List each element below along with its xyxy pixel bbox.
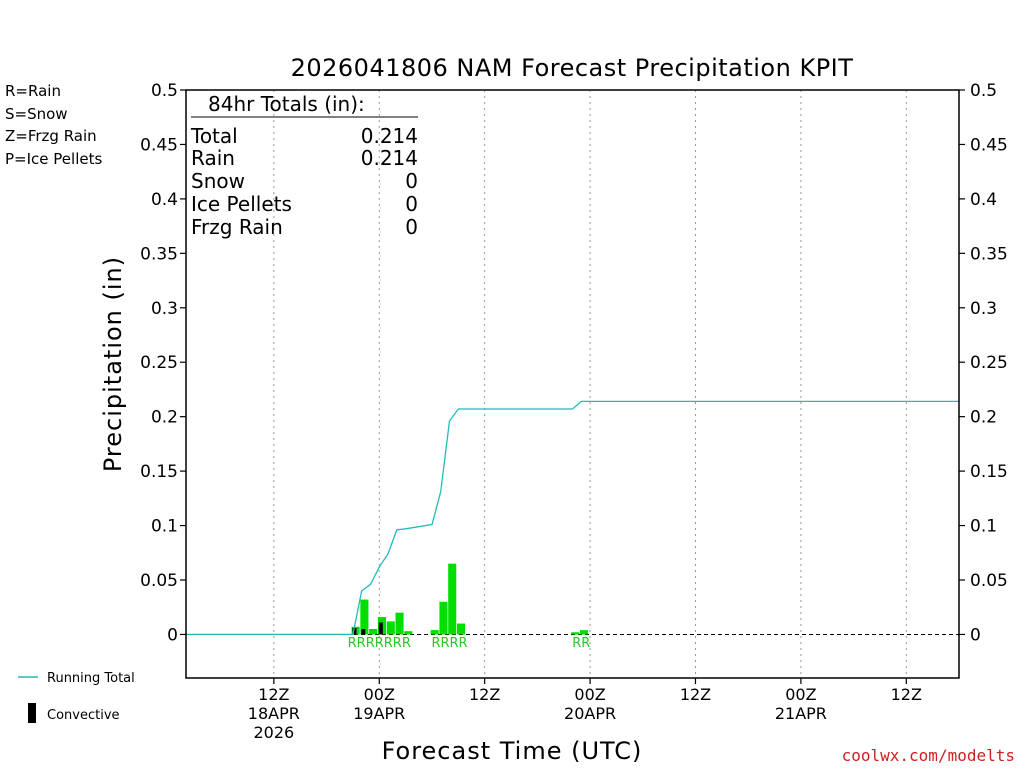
convective-bar [361, 629, 366, 635]
y-tick-label-left: 0.1 [151, 517, 178, 537]
plot-frame [185, 89, 960, 679]
x-tick-date: 21APR [775, 704, 827, 723]
y-tick-label-right: 0.3 [970, 299, 997, 319]
totals-value-frzg-rain: 0 [405, 215, 418, 239]
y-tick-label-left: 0.15 [140, 462, 178, 482]
y-tick-label-left: 0.2 [151, 408, 178, 428]
y-tick-label-right: 0.25 [970, 353, 1008, 373]
totals-value-rain: 0.214 [361, 146, 418, 170]
y-tick-label-right: 0.15 [970, 462, 1008, 482]
y-tick-label-right: 0.45 [970, 135, 1008, 155]
rain-bar [579, 630, 589, 635]
rain-bar [404, 631, 413, 635]
x-tick-label: 12Z [891, 685, 922, 704]
convective-bar [378, 622, 383, 635]
credit-text: coolwx.com/modelts [842, 746, 1015, 765]
y-tick-label-left: 0.25 [140, 353, 178, 373]
y-tick-label-right: 0.1 [970, 517, 997, 537]
rain-bar [456, 623, 466, 635]
y-tick-label-left: 0.45 [140, 135, 178, 155]
convective-bar [352, 627, 357, 635]
running-total-line [186, 400, 959, 636]
rain-bar [439, 601, 448, 635]
rain-bar [395, 612, 404, 635]
rain-bar [448, 563, 457, 635]
y-tick-label-right: 0 [970, 625, 981, 645]
x-tick-date: 19APR [353, 704, 405, 723]
x-axis-label: Forecast Time (UTC) [382, 737, 643, 765]
rain-bar [571, 632, 580, 635]
totals-label-snow: Snow [191, 169, 245, 193]
legend-snow: S=Snow [5, 105, 68, 123]
y-tick-label-right: 0.05 [970, 571, 1008, 591]
y-tick-label-right: 0.2 [970, 408, 997, 428]
convective-legend-label: Convective [47, 708, 120, 723]
x-tick-date: 18APR [248, 704, 300, 723]
legend-ice-pellets: P=Ice Pellets [5, 150, 102, 168]
totals-label-total: Total [190, 124, 238, 148]
x-tick-label: 12Z [258, 685, 289, 704]
totals-value-total: 0.214 [361, 124, 418, 148]
legend-rain: R=Rain [5, 82, 61, 100]
chart-title: 2026041806 NAM Forecast Precipitation KP… [291, 54, 854, 82]
y-tick-label-left: 0.4 [151, 190, 178, 210]
rain-bar [386, 621, 395, 635]
convective-legend-swatch [28, 703, 36, 723]
totals-label-ice-pellets: Ice Pellets [191, 192, 292, 216]
y-tick-label-right: 0.4 [970, 190, 997, 210]
ptype-label: RRRR [431, 636, 467, 651]
y-tick-label-left: 0 [167, 625, 178, 645]
rain-bar [430, 630, 439, 635]
totals-box: 84hr Totals (in): Total 0.214 Rain 0.214… [190, 92, 418, 239]
y-axis-label: Precipitation (in) [99, 256, 127, 472]
y-tick-label-left: 0.5 [151, 81, 178, 101]
totals-value-ice-pellets: 0 [405, 192, 418, 216]
series-legend: Running Total Convective [18, 671, 135, 723]
totals-label-frzg-rain: Frzg Rain [191, 215, 283, 239]
ptype-label: RR [572, 636, 590, 651]
y-ticks: 0 00.05 0.050.1 0.10.15 0.150.2 0.20.25 0.250.… [140, 81, 1008, 645]
ptype-legend: R=Rain S=Snow Z=Frzg Rain P=Ice Pellets [5, 82, 102, 168]
y-tick-label-left: 0.35 [140, 244, 178, 264]
running-total-path [186, 400, 959, 636]
legend-frzg-rain: Z=Frzg Rain [5, 127, 97, 145]
ptype-label: RRRRRRR [348, 636, 411, 651]
ptype-labels: RRRRRRR RRRR RR [348, 636, 591, 651]
rain-bar [360, 599, 369, 635]
totals-value-snow: 0 [405, 169, 418, 193]
x-tick-label: 12Z [680, 685, 711, 704]
x-tick-label: 00Z [785, 685, 816, 704]
x-tick-date: 20APR [564, 704, 616, 723]
totals-label-rain: Rain [191, 146, 235, 170]
rain-bar [369, 629, 378, 635]
x-tick-year: 2026 [253, 723, 294, 742]
x-tick-label: 00Z [574, 685, 605, 704]
grid-lines [186, 90, 959, 678]
running-total-legend-label: Running Total [47, 671, 135, 686]
x-tick-label: 00Z [364, 685, 395, 704]
y-tick-label-right: 0.5 [970, 81, 997, 101]
y-tick-label-left: 0.3 [151, 299, 178, 319]
precip-bars [351, 563, 589, 635]
x-tick-label: 12Z [469, 685, 500, 704]
y-tick-label-left: 0.05 [140, 571, 178, 591]
totals-heading: 84hr Totals (in): [208, 92, 365, 116]
y-tick-label-right: 0.35 [970, 244, 1008, 264]
